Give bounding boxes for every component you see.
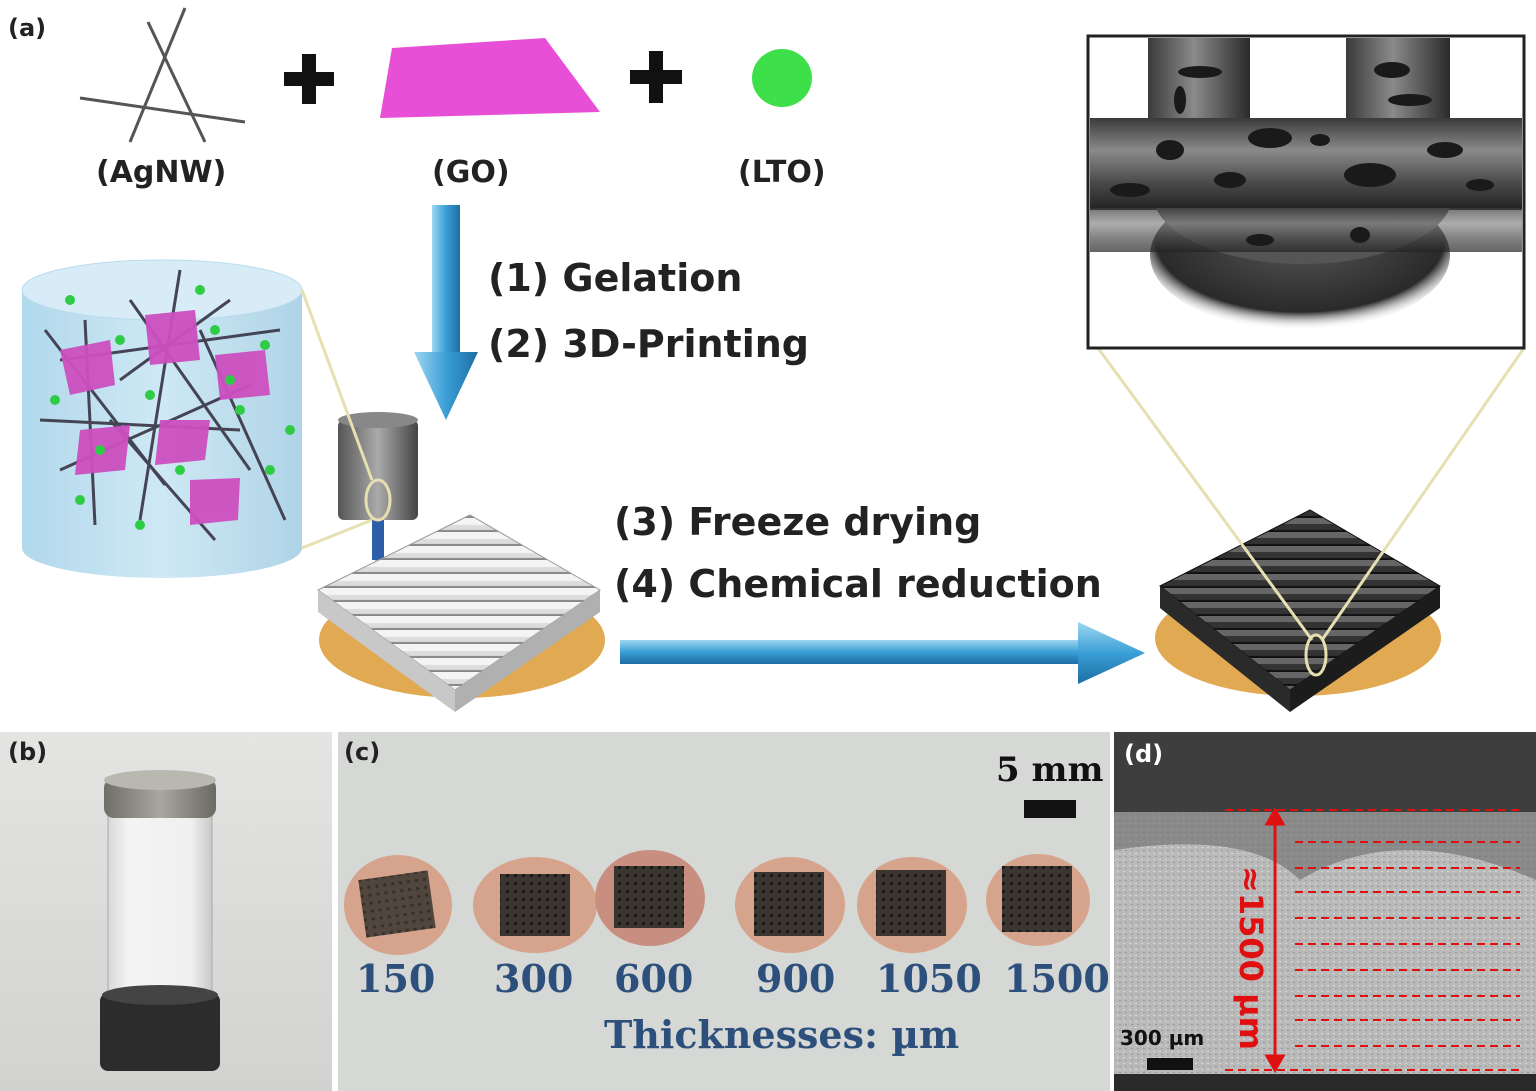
plus-icon [630,51,682,103]
plus-icon [284,54,334,104]
step-freeze-drying: (3) Freeze drying [614,500,982,544]
sem-scale-bar-label: 300 µm [1120,1026,1205,1050]
step-chemical-reduction: (4) Chemical reduction [614,562,1102,606]
component-label: (AgNW) [96,155,227,190]
thickness-label: 900 [756,956,836,1001]
right-arrow-icon [620,622,1145,684]
vial-photo [0,732,332,1091]
gel-cylinder [21,259,303,578]
thickness-label: 1050 [876,956,982,1001]
step-gelation: (1) Gelation [488,256,743,300]
zoom-inset [1086,34,1526,350]
down-arrow-icon [414,205,478,420]
thickness-label: 600 [614,956,694,1001]
printed-lattice-reduced [1155,509,1441,712]
component-label: (LTO) [738,155,826,190]
panel-label-a: (a) [8,14,47,42]
panel-label-c: (c) [344,738,381,766]
sem-cross-section [1114,732,1536,1091]
thickness-caption: Thicknesses: µm [604,1012,960,1057]
agnw-icon [79,7,246,143]
panel-label-b: (b) [8,738,48,766]
go-sheet-icon [380,38,600,118]
printed-lattice-grey [317,514,605,712]
component-label: (GO) [432,155,510,190]
thickness-label: 150 [356,956,436,1001]
scale-bar-label: 5 mm [996,750,1104,790]
total-thickness-label: ≈1500 µm [1232,866,1270,1050]
panel-label-d: (d) [1124,740,1164,768]
thickness-label: 1500 [1004,956,1110,1001]
thickness-label: 300 [494,956,574,1001]
step-printing: (2) 3D-Printing [488,322,809,366]
lto-particle-icon [752,49,812,107]
electrodes-photo [338,732,1110,1091]
